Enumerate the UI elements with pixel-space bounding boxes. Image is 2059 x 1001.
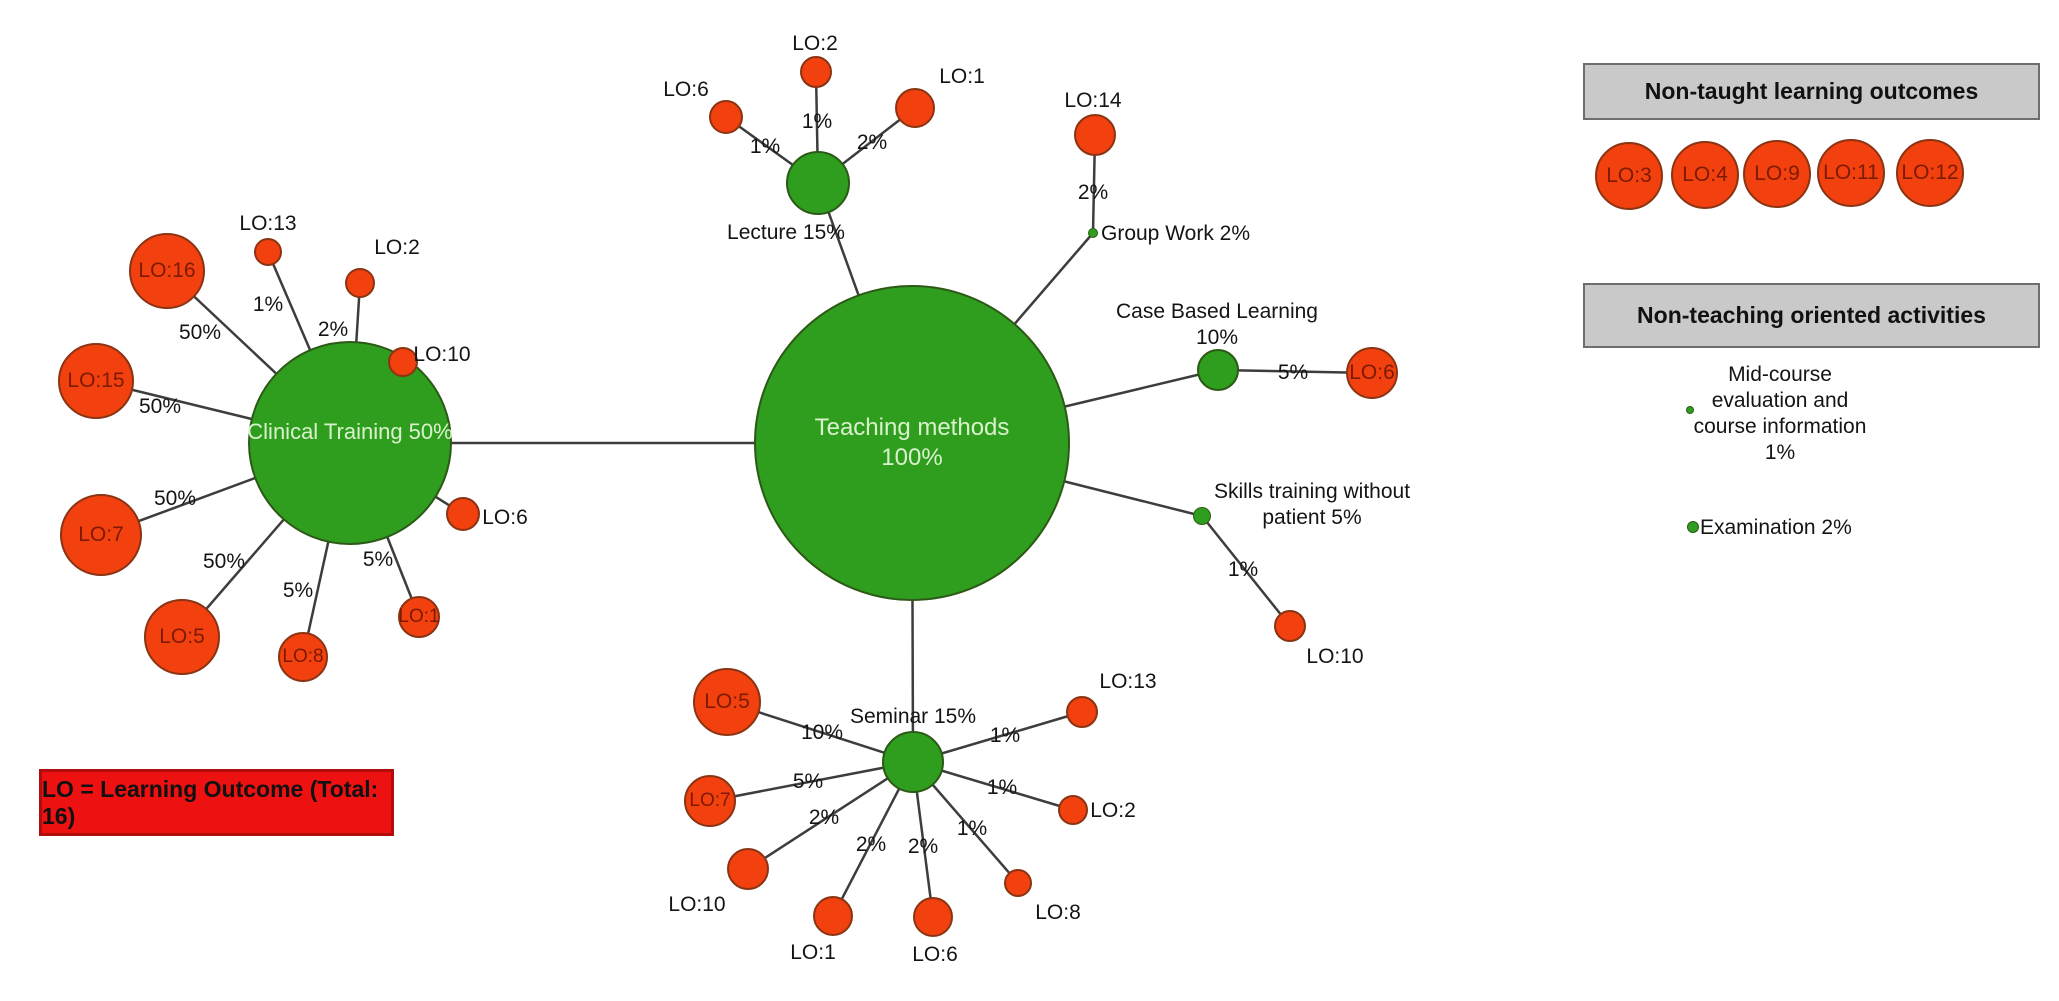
skills-training-dot (1193, 507, 1211, 525)
edge-percent-label: 10% (800, 721, 844, 744)
lo-node: LO:12 (1896, 139, 1964, 207)
edge-percent-label: 5% (792, 770, 824, 793)
edge-percent-label: 50% (202, 550, 246, 573)
lo-node (727, 848, 769, 890)
edge-percent-label: 5% (1277, 361, 1309, 384)
seminar-label: Seminar 15% (849, 705, 977, 728)
case-based-learning-hub (1197, 349, 1239, 391)
lo-node-label: LO:10 (1306, 645, 1364, 668)
clinical-training-label: Clinical Training 50% (247, 419, 453, 444)
lo-node-label: LO:6 (663, 78, 709, 101)
lo-node (1274, 610, 1306, 642)
lo-node (800, 56, 832, 88)
lo-node-label: LO:13 (1099, 670, 1157, 693)
edge-percent-label: 2% (808, 806, 840, 829)
non-teaching-header-label: Non-teaching oriented activities (1637, 302, 1986, 328)
lo-node: LO:9 (1743, 140, 1811, 208)
lo-node-label: LO:2 (1090, 799, 1136, 822)
mid-course-dot (1686, 406, 1694, 414)
lo-node: LO:15 (58, 343, 134, 419)
lo-node: LO:5 (693, 668, 761, 736)
lo-node-label: LO:2 (374, 236, 420, 259)
non-taught-header: Non-taught learning outcomes (1583, 63, 2040, 120)
lo-node: LO:1 (398, 596, 440, 638)
edge-line (1201, 515, 1291, 627)
lo-node (1004, 869, 1032, 897)
edge-percent-label: 2% (1077, 181, 1109, 204)
lo-node: LO:8 (278, 632, 328, 682)
mid-course-label: Mid-course evaluation and course informa… (1693, 363, 1867, 464)
lo-node (446, 497, 480, 531)
lo-node: LO:7 (684, 775, 736, 827)
edge-line (709, 760, 914, 803)
lo-node: LO:16 (129, 233, 205, 309)
examination-dot (1687, 521, 1699, 533)
lo-node (254, 238, 282, 266)
lo-node (1058, 795, 1088, 825)
edge-percent-label: 5% (362, 548, 394, 571)
edge-percent-label: 2% (907, 835, 939, 858)
teaching-methods-label: Teaching methods 100% (814, 414, 1010, 471)
group-work-dot (1088, 228, 1098, 238)
lo-node: LO:3 (1595, 142, 1663, 210)
edge-percent-label: 1% (956, 817, 988, 840)
case-based-learning-label: Case Based Learning 10% (1116, 300, 1318, 349)
edge-percent-label: 1% (1227, 558, 1259, 581)
lo-node-label: LO:13 (239, 212, 297, 235)
edge-percent-label: 1% (252, 293, 284, 316)
lo-node-label: LO:1 (939, 65, 985, 88)
legend-text: LO = Learning Outcome (Total: 16) (42, 775, 379, 829)
lo-node: LO:6 (1346, 347, 1398, 399)
edge-percent-label: 5% (282, 579, 314, 602)
edge-percent-label: 1% (989, 724, 1021, 747)
lo-node-label: LO:10 (668, 893, 726, 916)
lo-node (1066, 696, 1098, 728)
lecture-hub (786, 151, 850, 215)
lo-node-label: LO:10 (413, 343, 471, 366)
lo-node: LO:11 (1817, 139, 1885, 207)
lo-node-label: LO:14 (1064, 89, 1122, 112)
edge-line (747, 760, 914, 871)
lo-node (1074, 114, 1116, 156)
edge-percent-label: 50% (138, 395, 182, 418)
edge-percent-label: 50% (153, 487, 197, 510)
edge-percent-label: 2% (855, 833, 887, 856)
lo-node (913, 897, 953, 937)
edge-percent-label: 1% (986, 776, 1018, 799)
lo-node-label: LO:2 (792, 32, 838, 55)
lo-node-label: LO:1 (790, 941, 836, 964)
lo-node: LO:5 (144, 599, 220, 675)
edge-percent-label: 2% (317, 318, 349, 341)
clinical-training-hub: Clinical Training 50% (247, 341, 453, 545)
group-work-label: Group Work 2% (1101, 222, 1250, 245)
lo-node-label: LO:6 (912, 943, 958, 966)
non-teaching-header: Non-teaching oriented activities (1583, 283, 2040, 348)
lo-node (895, 88, 935, 128)
examination-label: Examination 2% (1700, 516, 1852, 539)
lo-node: LO:4 (1671, 141, 1739, 209)
lo-node (813, 896, 853, 936)
lo-node: LO:7 (60, 494, 142, 576)
lo-node (388, 347, 418, 377)
teaching-methods-hub: Teaching methods 100% (754, 285, 1070, 601)
edge-percent-label: 2% (856, 131, 888, 154)
non-taught-header-label: Non-taught learning outcomes (1644, 78, 1979, 104)
lecture-label: Lecture 15% (727, 221, 845, 244)
seminar-hub (882, 731, 944, 793)
lo-node (345, 268, 375, 298)
edge-percent-label: 50% (178, 321, 222, 344)
edge-percent-label: 1% (749, 135, 781, 158)
skills-training-label: Skills training without patient 5% (1213, 480, 1411, 529)
edge-percent-label: 1% (801, 110, 833, 133)
lo-node-label: LO:6 (482, 506, 528, 529)
legend-box: LO = Learning Outcome (Total: 16) (39, 769, 394, 836)
lo-node-label: LO:8 (1035, 901, 1081, 924)
lo-node (709, 100, 743, 134)
